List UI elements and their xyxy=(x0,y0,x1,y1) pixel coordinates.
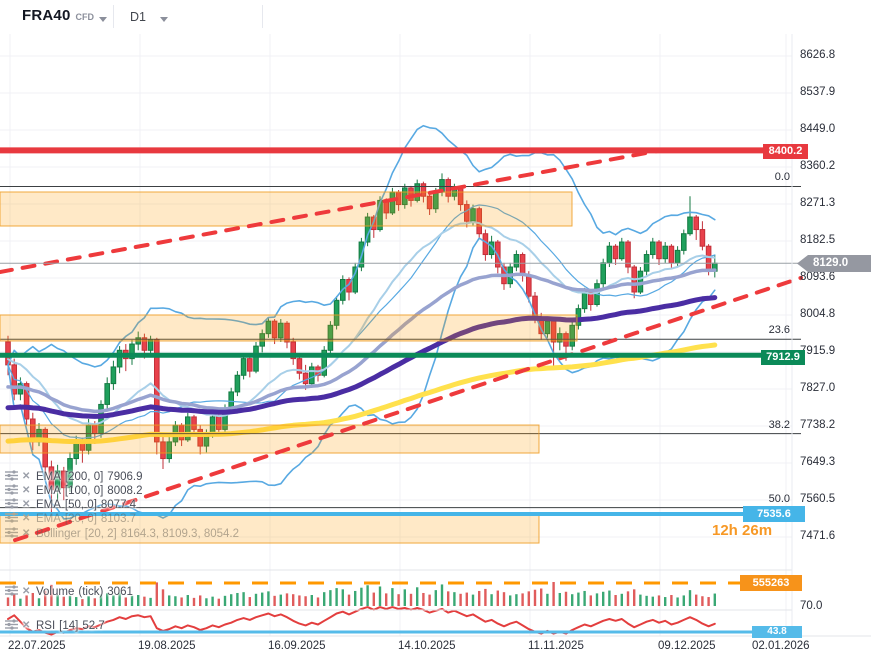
date-axis-label: 14.10.2025 xyxy=(398,640,456,652)
bar-countdown: 12h 26m xyxy=(712,522,773,539)
date-axis-label: 22.07.2025 xyxy=(8,640,66,652)
indicator-settings-icon[interactable] xyxy=(5,470,18,482)
indicator-label: EMA [50, 0] 8077.4 xyxy=(36,498,137,511)
price-axis-label: 8004.8 xyxy=(800,307,836,320)
indicator-label: Volume (tick) 3061 xyxy=(36,585,133,598)
trendline-2[interactable] xyxy=(13,275,803,543)
price-axis-label: 7915.9 xyxy=(800,345,836,357)
indicator-label: EMA [100, 0] 8008.2 xyxy=(36,484,143,497)
toolbar-divider xyxy=(113,5,114,28)
price-axis-label: 8271.3 xyxy=(800,197,836,210)
volume-series xyxy=(6,582,716,606)
trendline-1[interactable] xyxy=(0,148,660,275)
indicator-settings-icon[interactable] xyxy=(5,619,18,631)
indicator-settings-icon[interactable] xyxy=(5,527,18,539)
bollinger-lower-band xyxy=(7,237,716,520)
date-axis-label: 09.12.2025 xyxy=(658,640,716,652)
resistance-price-tag[interactable]: 8400.2 xyxy=(763,144,808,159)
ema-200-line xyxy=(5,342,718,445)
indicator-close-icon[interactable]: ✕ xyxy=(22,470,31,482)
indicator-close-icon[interactable]: ✕ xyxy=(22,527,31,539)
indicator-label: RSI [14] 52.7 xyxy=(36,619,105,632)
zone-8000[interactable] xyxy=(0,314,578,342)
rsi-line xyxy=(7,606,716,636)
date-axis-label: 02.01.2026 xyxy=(752,640,810,652)
price-axis-label: 7738.2 xyxy=(800,418,836,431)
rsi-axis-label: 70.0 xyxy=(800,600,823,612)
indicator-label: Bollinger [20, 2] 8164.3, 8109.3, 8054.2 xyxy=(36,527,240,540)
fib-level-label-0[interactable]: 0.0 xyxy=(774,171,790,184)
support-price-tag[interactable]: 7912.9 xyxy=(761,350,805,365)
price-axis-label: 8537.9 xyxy=(800,86,836,99)
chevron-down-icon[interactable] xyxy=(99,17,108,22)
legend-row-ema100: ✕ EMA [100, 0] 8008.2 xyxy=(5,484,142,497)
timeframe-selector[interactable]: D1 xyxy=(130,10,168,24)
ema-50-line xyxy=(6,268,717,414)
supply-zone-upper[interactable] xyxy=(0,191,573,227)
price-axis-label: 7560.5 xyxy=(800,492,836,505)
price-axis-label: 7827.0 xyxy=(800,382,836,395)
indicator-settings-icon[interactable] xyxy=(5,484,18,496)
indicator-close-icon[interactable]: ✕ xyxy=(22,498,31,510)
bollinger-upper-band xyxy=(7,124,716,368)
toolbar-divider xyxy=(262,5,263,28)
indicator-settings-icon[interactable] xyxy=(5,585,18,597)
price-axis-label: 7471.6 xyxy=(800,530,836,542)
price-axis-label: 7649.3 xyxy=(800,456,836,468)
symbol-name: FRA40 xyxy=(22,7,71,24)
indicator-settings-icon[interactable] xyxy=(5,512,18,524)
current-price-tag: 8129.0 xyxy=(797,255,871,272)
price-axis-label: 8449.0 xyxy=(800,123,836,136)
chevron-down-icon[interactable] xyxy=(159,16,168,22)
indicator-close-icon[interactable]: ✕ xyxy=(22,585,31,597)
indicator-label: EMA [20, 0] 8103.7 xyxy=(36,512,137,525)
date-axis-label: 19.08.2025 xyxy=(138,640,196,652)
support2-price-tag[interactable]: 7535.6 xyxy=(743,506,805,522)
timeframe-label: D1 xyxy=(130,10,146,24)
symbol-selector[interactable]: FRA40 CFD xyxy=(22,7,108,24)
rsi-level-tag[interactable]: 43.8 xyxy=(752,626,802,638)
price-axis-label: 8360.2 xyxy=(800,160,836,172)
legend-row-bollinger: ✕ Bollinger [20, 2] 8164.3, 8109.3, 8054.2 xyxy=(5,527,239,540)
indicator-settings-icon[interactable] xyxy=(5,498,18,510)
indicator-close-icon[interactable]: ✕ xyxy=(22,484,31,496)
legend-row-ema50: ✕ EMA [50, 0] 8077.4 xyxy=(5,498,136,511)
indicator-close-icon[interactable]: ✕ xyxy=(22,619,31,631)
fib-level-label-38-2[interactable]: 38.2 xyxy=(768,418,790,431)
legend-row-ema20: ✕ EMA [20, 0] 8103.7 xyxy=(5,512,136,525)
legend-row-volume: ✕ Volume (tick) 3061 xyxy=(5,585,133,598)
bollinger-middle-band xyxy=(7,204,716,439)
chart-toolbar: FRA40 CFD D1 xyxy=(0,0,871,34)
legend-row-ema200: ✕ EMA [200, 0] 7906.9 xyxy=(5,470,142,483)
date-axis-label: 16.09.2025 xyxy=(268,640,326,652)
price-axis-label: 8626.8 xyxy=(800,49,836,61)
fib-level-label-50-0[interactable]: 50.0 xyxy=(768,492,790,505)
ema-100-line xyxy=(5,295,718,419)
date-axis-label: 11.11.2025 xyxy=(528,640,584,652)
indicator-label: EMA [200, 0] 7906.9 xyxy=(36,470,143,483)
zone-7700[interactable] xyxy=(0,424,540,454)
instrument-type-label: CFD xyxy=(75,12,95,22)
indicator-close-icon[interactable]: ✕ xyxy=(22,512,31,524)
fib-level-label-23-6[interactable]: 23.6 xyxy=(768,324,790,337)
legend-row-rsi: ✕ RSI [14] 52.7 xyxy=(5,619,105,632)
volume-threshold-tag[interactable]: 555263 xyxy=(740,575,802,591)
price-axis-label: 8093.6 xyxy=(800,271,836,283)
price-axis-label: 8182.5 xyxy=(800,233,836,246)
